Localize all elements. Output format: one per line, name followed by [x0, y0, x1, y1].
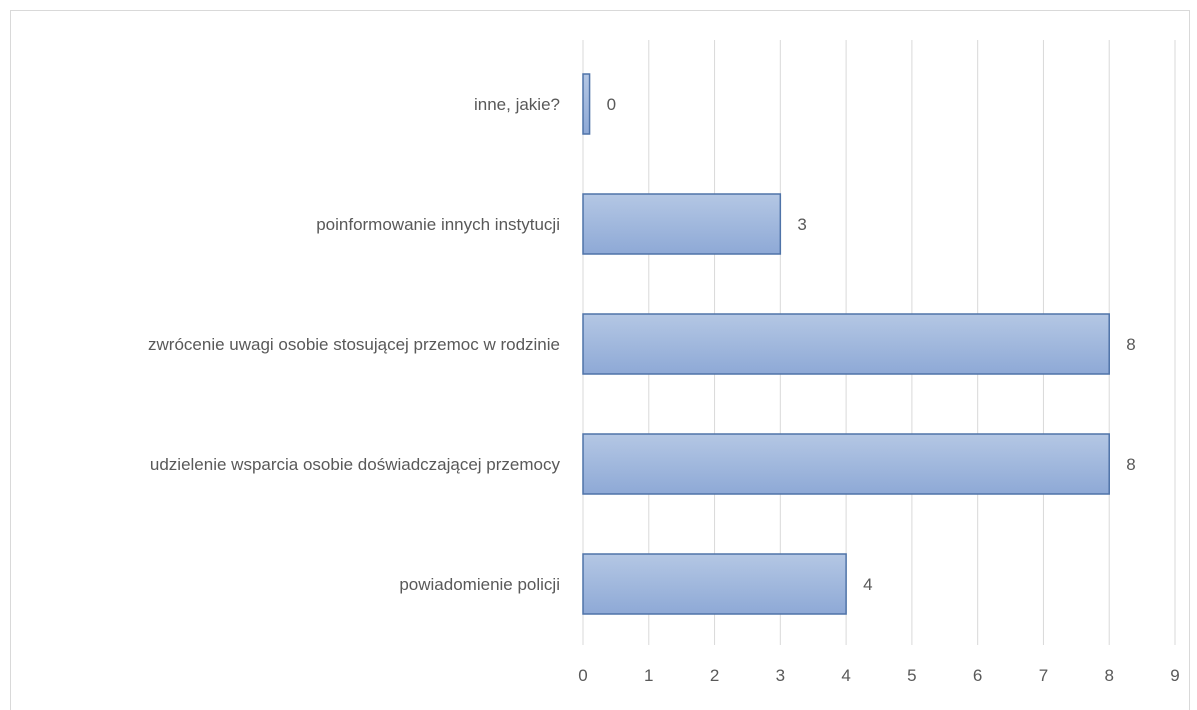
x-tick-label: 2: [710, 666, 719, 685]
bar: [582, 73, 591, 135]
category-label: udzielenie wsparcia osobie doświadczając…: [150, 455, 561, 474]
data-label: 0: [607, 95, 616, 114]
x-tick-label: 0: [578, 666, 587, 685]
bars: [582, 73, 1110, 615]
bar: [582, 313, 1110, 375]
data-label: 8: [1126, 455, 1135, 474]
category-label: zwrócenie uwagi osobie stosującej przemo…: [148, 335, 560, 354]
x-tick-label: 5: [907, 666, 916, 685]
data-label: 8: [1126, 335, 1135, 354]
category-label: poinformowanie innych instytucji: [316, 215, 560, 234]
x-tick-label: 1: [644, 666, 653, 685]
data-label: 4: [863, 575, 872, 594]
x-tick-label: 8: [1104, 666, 1113, 685]
x-tick-label: 3: [776, 666, 785, 685]
bar: [582, 433, 1110, 495]
x-tick-label: 7: [1039, 666, 1048, 685]
x-tick-label: 6: [973, 666, 982, 685]
x-tick-label: 9: [1170, 666, 1179, 685]
category-label: inne, jakie?: [474, 95, 560, 114]
category-label: powiadomienie policji: [399, 575, 560, 594]
labels: 0 1 2 3 4 5 6 7 8 9 inne, jakie? 0 poinformowanie in…: [148, 95, 1180, 685]
data-label: 3: [797, 215, 806, 234]
x-tick-label: 4: [841, 666, 850, 685]
bar: [582, 553, 847, 615]
bar: [582, 193, 782, 255]
